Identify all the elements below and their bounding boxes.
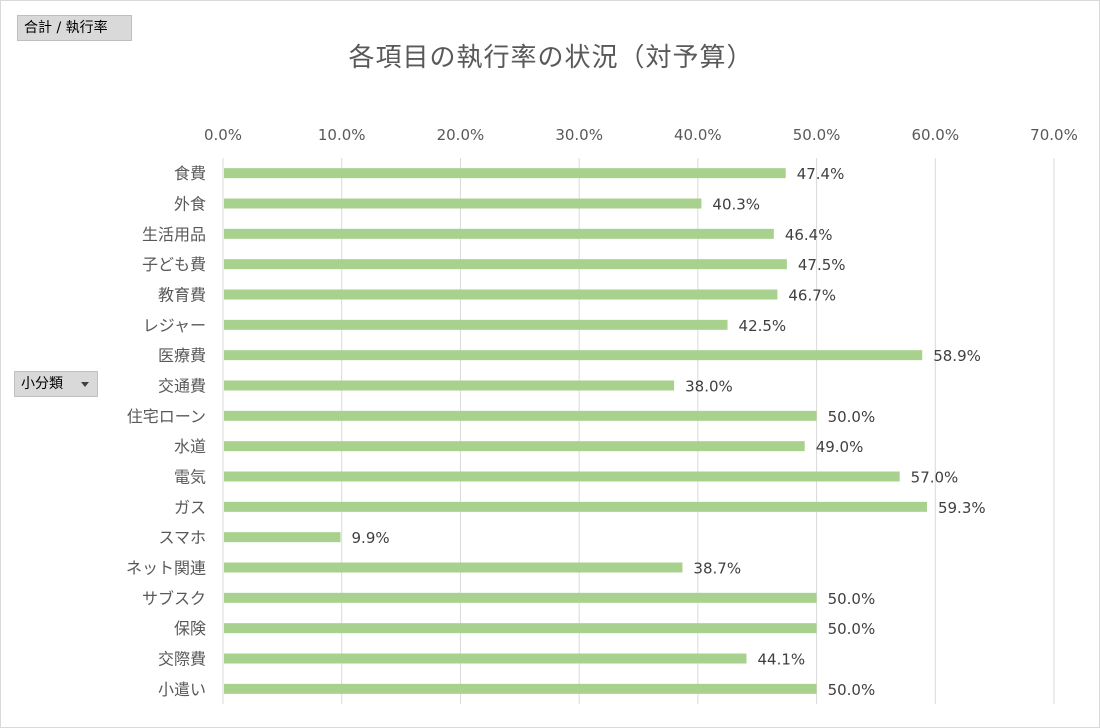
y-tick-label: ガス xyxy=(174,498,206,517)
axis-field-label: 小分類 xyxy=(21,376,63,392)
data-label: 50.0% xyxy=(828,408,876,426)
bar xyxy=(224,562,683,573)
y-tick-label: 生活用品 xyxy=(142,225,206,244)
axis-field-button[interactable]: 小分類 xyxy=(14,371,98,397)
y-tick-label: 外食 xyxy=(174,195,206,214)
data-label: 47.4% xyxy=(797,165,845,183)
data-label: 46.4% xyxy=(785,226,833,244)
y-tick-label: ネット関連 xyxy=(126,559,206,578)
data-label: 49.0% xyxy=(816,438,864,456)
bar xyxy=(224,289,778,300)
data-label: 46.7% xyxy=(788,287,836,305)
y-tick-label: 保険 xyxy=(174,619,206,638)
x-tick-label: 40.0% xyxy=(674,126,722,144)
y-tick-label: 医療費 xyxy=(158,346,206,365)
data-label: 50.0% xyxy=(828,681,876,699)
bar xyxy=(224,653,747,664)
data-label: 59.3% xyxy=(938,499,986,517)
data-label: 38.0% xyxy=(685,378,733,396)
y-tick-label: サブスク xyxy=(142,589,206,608)
y-tick-label: 子ども費 xyxy=(142,255,206,274)
y-tick-label: 交際費 xyxy=(158,650,206,669)
y-tick-label: 小遣い xyxy=(158,680,206,699)
data-label: 57.0% xyxy=(911,469,959,487)
y-tick-label: 教育費 xyxy=(158,286,206,305)
x-tick-label: 50.0% xyxy=(793,126,841,144)
bar xyxy=(224,380,675,391)
bar xyxy=(224,683,817,694)
x-tick-label: 30.0% xyxy=(555,126,603,144)
bar xyxy=(224,501,927,512)
x-tick-label: 60.0% xyxy=(911,126,959,144)
data-label: 50.0% xyxy=(828,590,876,608)
bar xyxy=(224,471,900,482)
y-tick-label: レジャー xyxy=(143,316,206,335)
y-tick-label: 食費 xyxy=(174,164,206,183)
bar xyxy=(224,532,341,543)
bar xyxy=(224,350,923,361)
y-tick-label: 住宅ローン xyxy=(127,407,206,426)
bar xyxy=(224,168,786,179)
data-label: 9.9% xyxy=(352,529,390,547)
x-tick-label: 20.0% xyxy=(437,126,485,144)
bar xyxy=(224,592,817,603)
data-label: 47.5% xyxy=(798,256,846,274)
bar xyxy=(224,623,817,634)
bar xyxy=(224,259,787,270)
chart-title: 各項目の執行率の状況（対予算） xyxy=(348,43,754,73)
data-label: 50.0% xyxy=(828,620,876,638)
data-label: 38.7% xyxy=(693,560,741,578)
x-tick-label: 10.0% xyxy=(318,126,366,144)
x-tick-label: 0.0% xyxy=(204,126,242,144)
y-tick-label: 電気 xyxy=(174,468,206,487)
data-label: 58.9% xyxy=(933,347,981,365)
bar xyxy=(224,319,728,330)
data-label: 42.5% xyxy=(739,317,787,335)
bar xyxy=(224,228,774,239)
bar xyxy=(224,441,805,452)
bar xyxy=(224,198,702,209)
data-label: 44.1% xyxy=(758,651,806,669)
dropdown-arrow-icon xyxy=(81,382,89,387)
value-field-button[interactable]: 合計 / 執行率 xyxy=(17,15,132,41)
x-tick-label: 70.0% xyxy=(1030,126,1078,144)
y-tick-label: 水道 xyxy=(174,437,206,456)
y-tick-label: 交通費 xyxy=(158,377,206,396)
data-label: 40.3% xyxy=(712,196,760,214)
bar xyxy=(224,410,817,421)
y-tick-label: スマホ xyxy=(158,528,206,547)
